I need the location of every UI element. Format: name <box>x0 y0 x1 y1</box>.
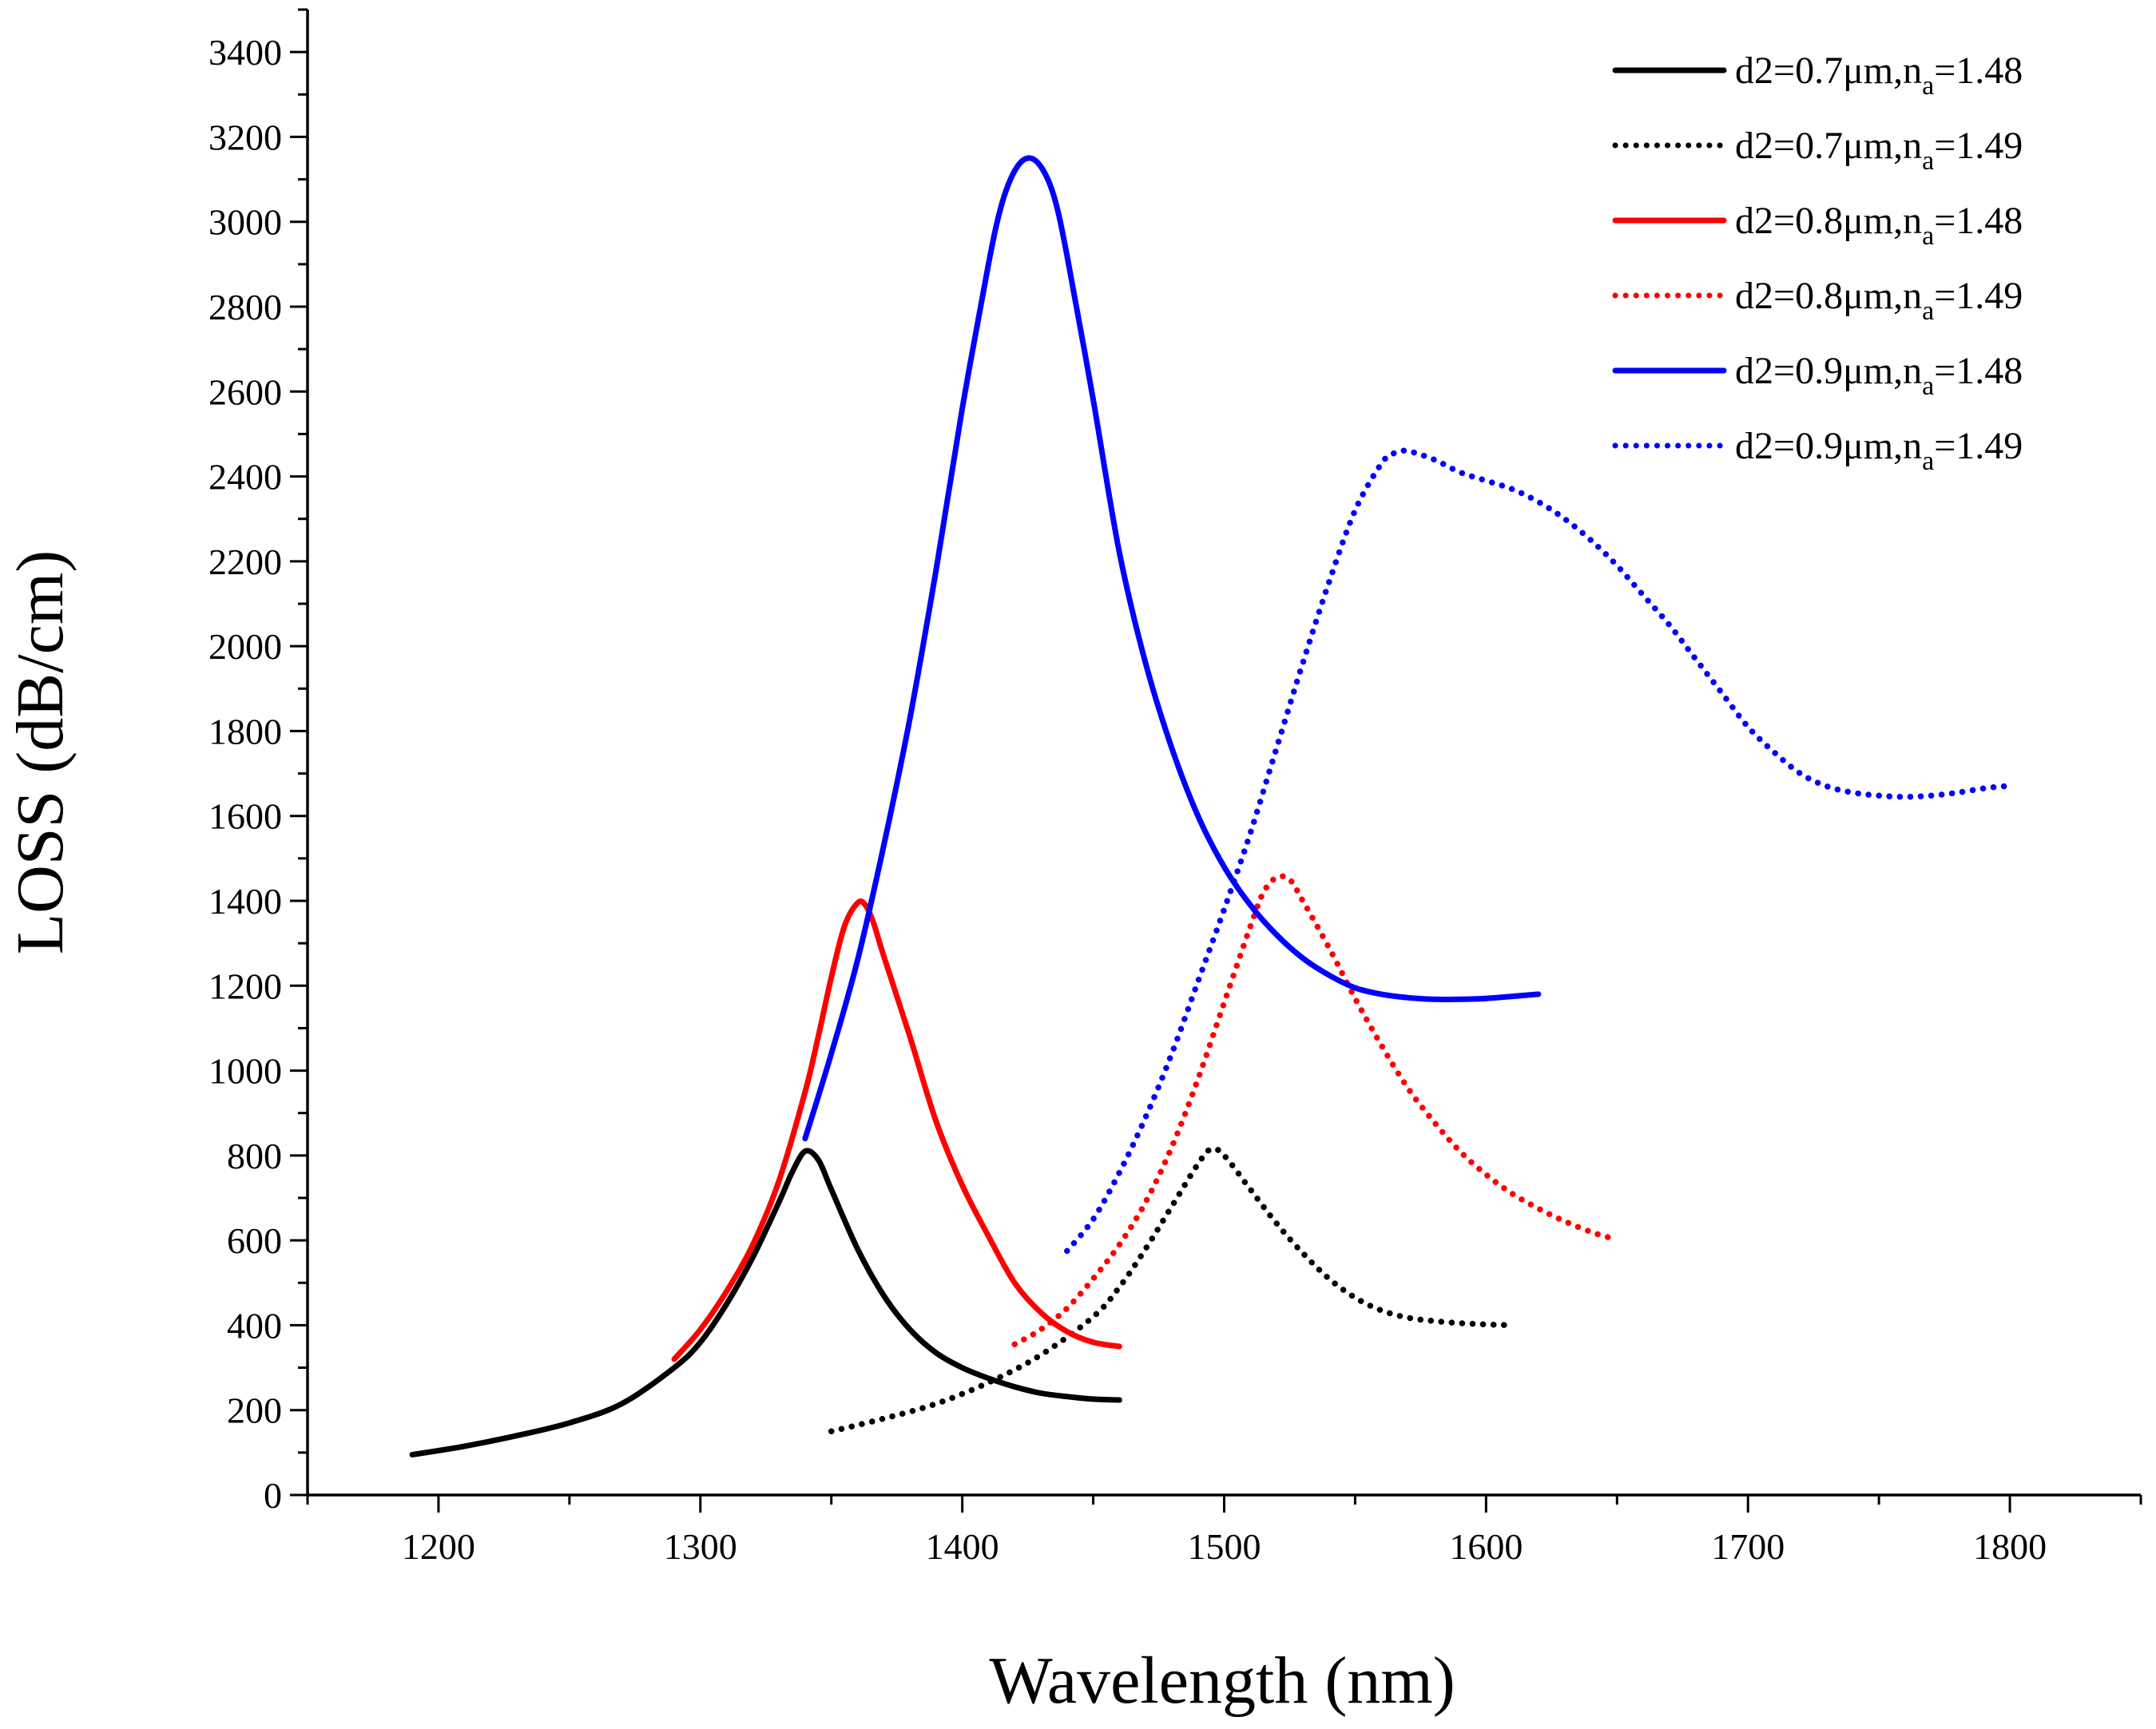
y-tick-label: 3400 <box>208 32 282 73</box>
x-tick-label: 1800 <box>1973 1526 2047 1567</box>
legend-label-value: =1.48 <box>1934 350 2023 392</box>
y-tick-label: 0 <box>264 1475 282 1516</box>
x-tick-label: 1400 <box>926 1526 999 1567</box>
y-tick-label: 800 <box>227 1136 282 1176</box>
y-tick-label: 1200 <box>208 966 282 1006</box>
legend-label: d2=0.7μm,na=1.48 <box>1735 50 2023 101</box>
x-tick-label: 1200 <box>402 1526 475 1567</box>
y-tick-label: 2000 <box>208 626 282 667</box>
x-axis-title: Wavelength (nm) <box>989 1644 1455 1718</box>
series-line-d2-0-7-m-n-a-1-49 <box>828 1145 1515 1435</box>
legend-label-main: d2=0.8μm,n <box>1735 275 1922 317</box>
legend-label-subscript: a <box>1922 71 1934 101</box>
y-tick-label: 2600 <box>208 371 282 412</box>
series-line-d2-0-9-m-n-a-1-48 <box>802 155 1542 1142</box>
y-tick-label: 1000 <box>208 1051 282 1092</box>
legend-label-value: =1.48 <box>1934 50 2023 92</box>
x-tick-label: 1500 <box>1188 1526 1261 1567</box>
data-series <box>409 155 2008 1457</box>
y-tick-label: 1400 <box>208 881 282 922</box>
y-tick-label: 1600 <box>208 796 282 837</box>
y-tick-label: 400 <box>227 1305 282 1346</box>
axis-ticks: 1200 1300 1400 1500 1600 1700 1800 0 200 400 600 80… <box>208 8 2142 1567</box>
series-line-d2-0-8-m-n-a-1-49 <box>1011 873 1615 1348</box>
legend-label-main: d2=0.7μm,n <box>1735 50 1922 92</box>
y-axis-title: LOSS (dB/cm) <box>3 550 77 954</box>
legend-label-subscript: a <box>1922 371 1934 401</box>
y-tick-label: 3000 <box>208 202 282 243</box>
legend: d2=0.7μm,na=1.48d2=0.7μm,na=1.49d2=0.8μm… <box>1612 50 2023 476</box>
y-tick-label: 2200 <box>208 541 282 582</box>
legend-label-main: d2=0.8μm,n <box>1735 200 1922 242</box>
legend-label-value: =1.48 <box>1934 200 2023 242</box>
series-line-d2-0-9-m-n-a-1-49 <box>1064 447 2008 1255</box>
series-line-d2-0-8-m-n-a-1-48 <box>671 898 1122 1362</box>
legend-label-subscript: a <box>1922 296 1934 326</box>
legend-label-value: =1.49 <box>1934 425 2023 467</box>
y-tick-label: 1800 <box>208 711 282 751</box>
legend-label-main: d2=0.7μm,n <box>1735 125 1922 167</box>
y-tick-label: 3200 <box>208 117 282 157</box>
legend-label: d2=0.9μm,na=1.49 <box>1735 425 2023 476</box>
y-tick-label: 2400 <box>208 457 282 498</box>
x-tick-label: 1300 <box>664 1526 737 1567</box>
legend-label: d2=0.8μm,na=1.48 <box>1735 200 2023 251</box>
legend-label: d2=0.9μm,na=1.48 <box>1735 350 2023 401</box>
y-tick-label: 600 <box>227 1220 282 1261</box>
x-tick-label: 1600 <box>1449 1526 1523 1567</box>
legend-label-value: =1.49 <box>1934 125 2023 167</box>
legend-label-subscript: a <box>1922 146 1934 176</box>
legend-label-main: d2=0.9μm,n <box>1735 425 1922 467</box>
legend-label-subscript: a <box>1922 221 1934 251</box>
legend-label-value: =1.49 <box>1934 275 2023 317</box>
legend-label: d2=0.7μm,na=1.49 <box>1735 125 2023 176</box>
legend-label: d2=0.8μm,na=1.49 <box>1735 275 2023 326</box>
series-line-d2-0-7-m-n-a-1-48 <box>409 1148 1122 1457</box>
legend-label-subscript: a <box>1922 446 1934 476</box>
y-tick-label: 2800 <box>208 287 282 327</box>
x-tick-label: 1700 <box>1711 1526 1785 1567</box>
y-tick-label: 200 <box>227 1390 282 1431</box>
legend-label-main: d2=0.9μm,n <box>1735 350 1922 392</box>
